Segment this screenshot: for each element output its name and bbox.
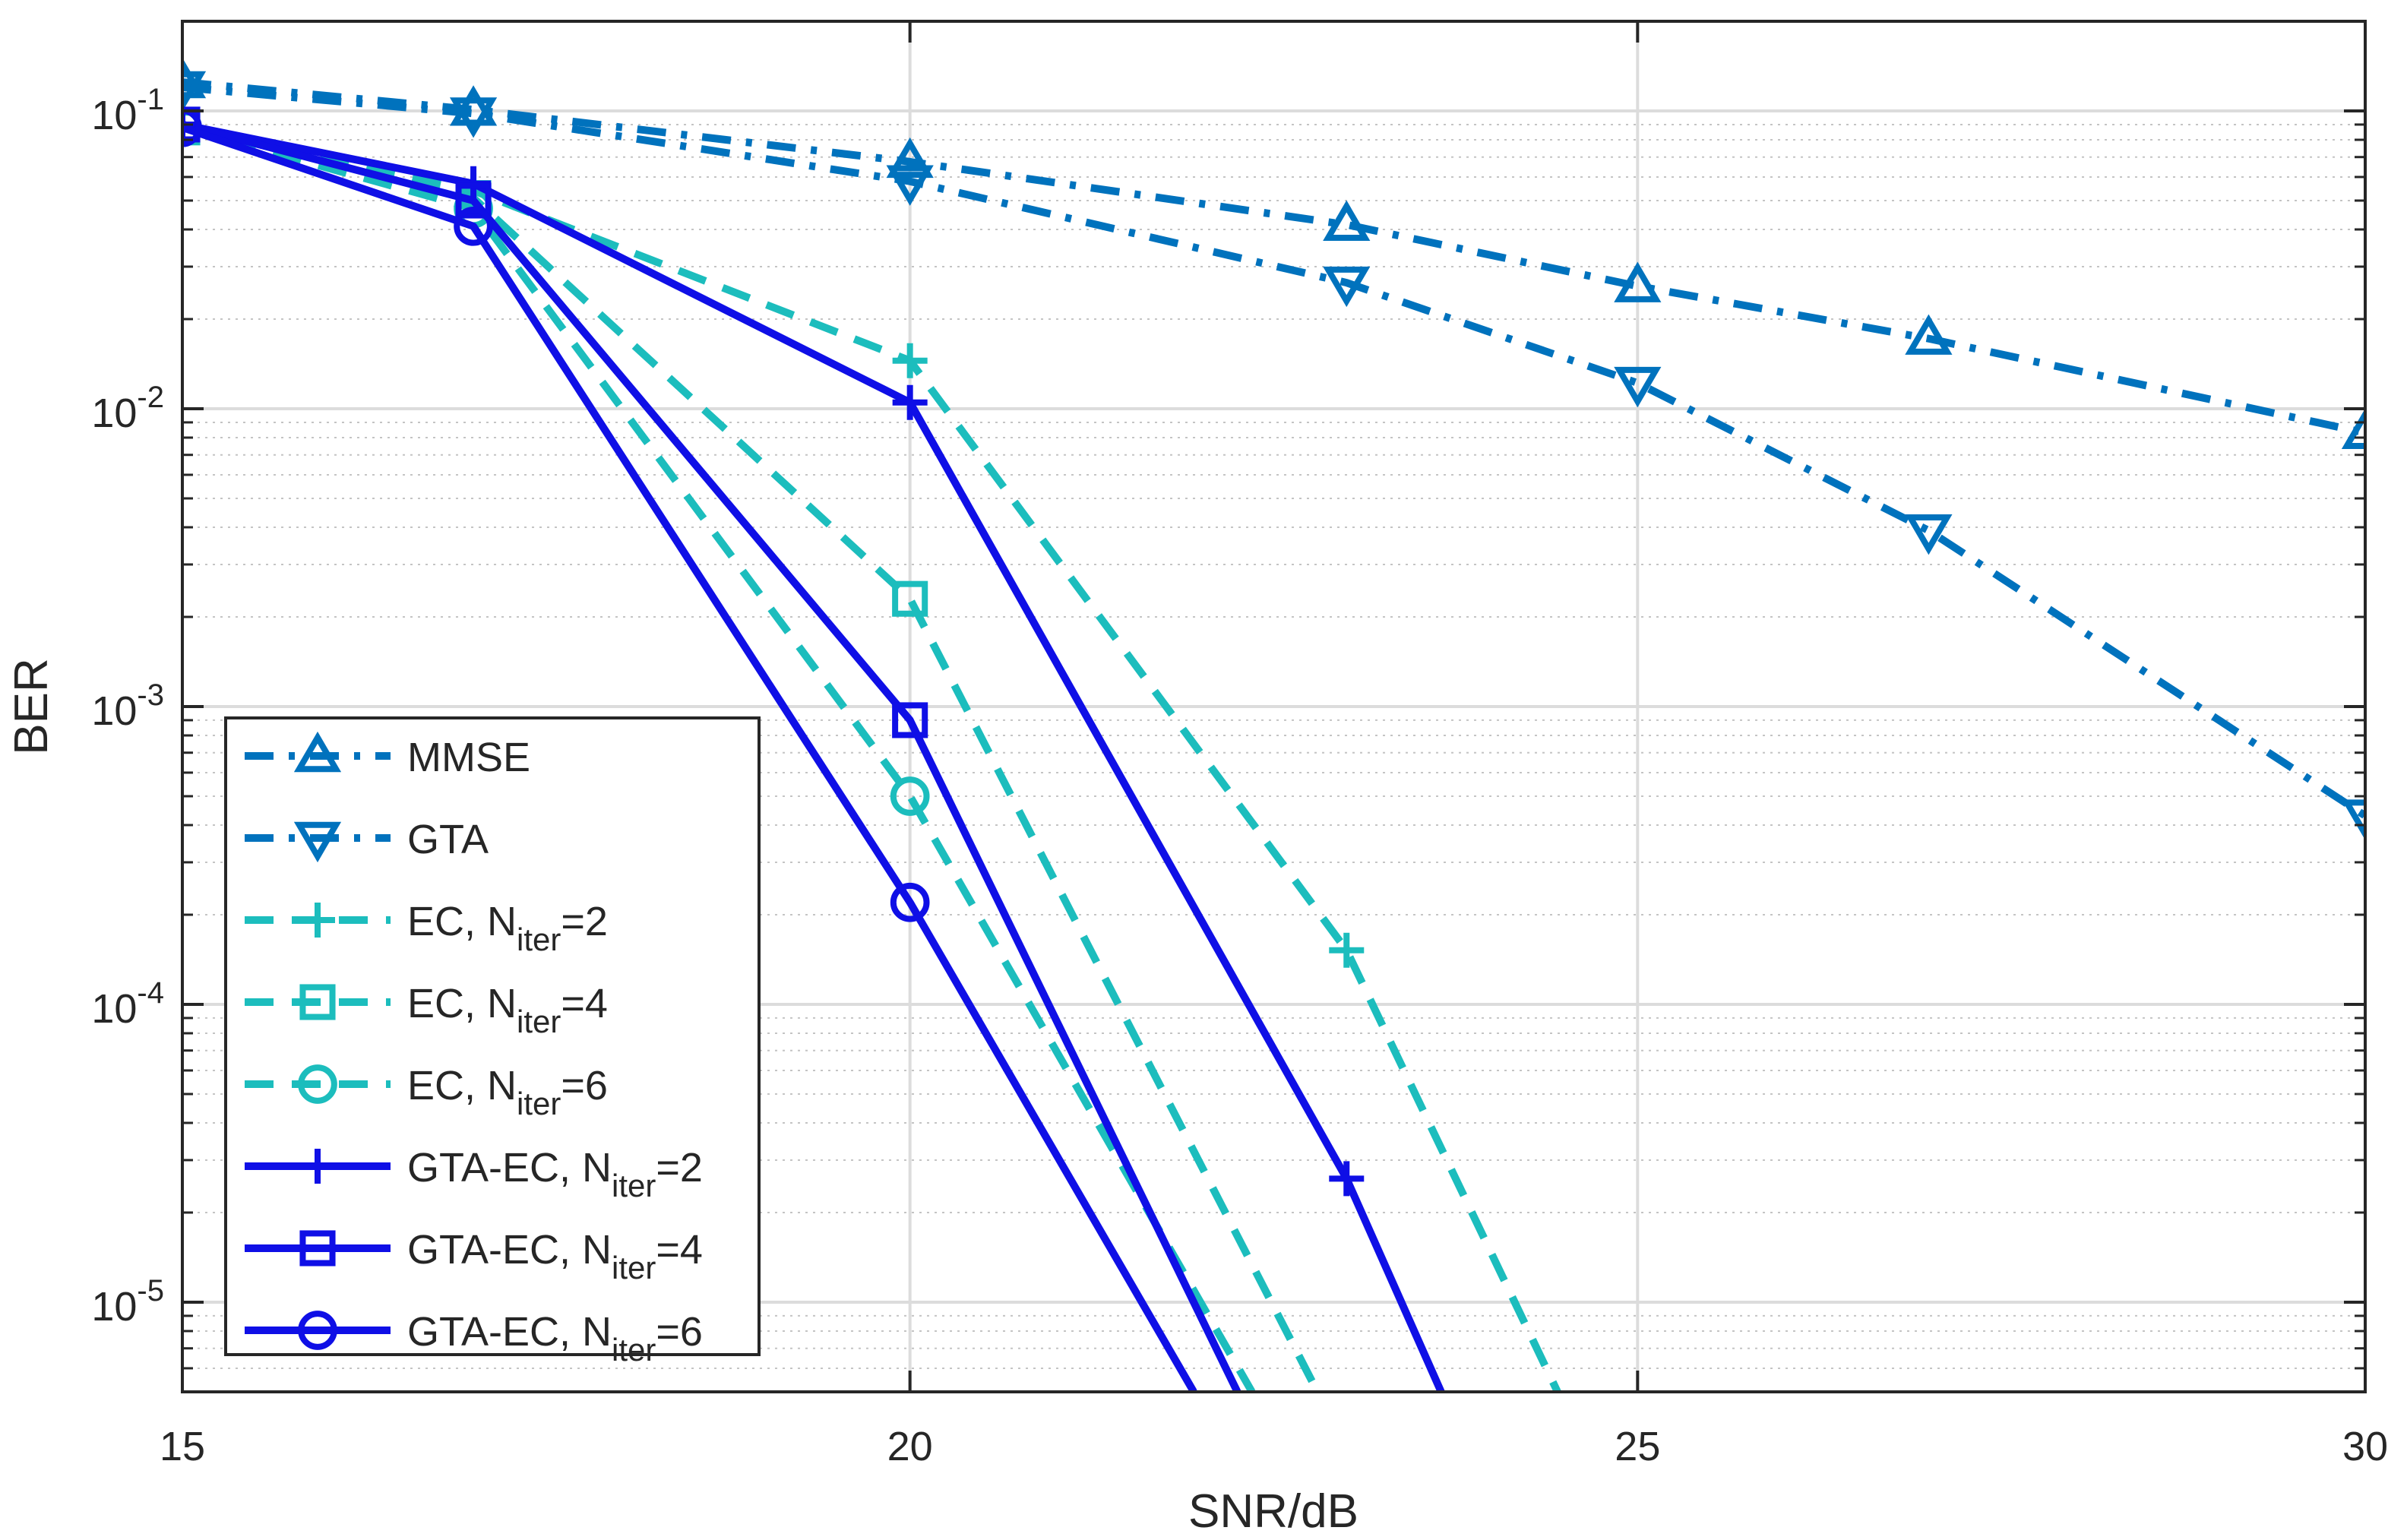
- legend-label: EC, Niter=6: [407, 1063, 608, 1121]
- legend-entry: GTA-EC, Niter=2: [245, 1145, 703, 1203]
- legend-entry: GTA-EC, Niter=6: [245, 1309, 703, 1368]
- x-tick-label: 30: [2342, 1424, 2388, 1469]
- legend-entry: EC, Niter=4: [245, 981, 608, 1039]
- legend-entry: GTA-EC, Niter=4: [245, 1227, 703, 1285]
- y-axis-label: BER: [5, 658, 58, 754]
- axis-ticks: [181, 21, 2367, 1392]
- legend-marker: [298, 1311, 337, 1350]
- data-point: [182, 71, 207, 112]
- series-2: [182, 71, 2365, 840]
- y-tick-label: 10-1: [91, 83, 164, 138]
- y-tick-label: 10-2: [91, 381, 164, 436]
- series-line: [182, 84, 2365, 819]
- series-line: [182, 78, 2365, 437]
- y-tick-label: 10-4: [91, 976, 164, 1032]
- data-point: [1614, 261, 1662, 302]
- data-point: [1614, 366, 1662, 408]
- data-point: [454, 206, 493, 246]
- data-point: [892, 580, 928, 617]
- series-layer: [182, 57, 2365, 1392]
- series-line: [182, 124, 1197, 1392]
- legend-label: GTA: [407, 817, 489, 862]
- legend-marker: [299, 1230, 336, 1266]
- x-tick-labels: 15 20 25 30: [160, 1424, 2388, 1469]
- y-tick-label: 10-5: [91, 1274, 164, 1330]
- series-line: [182, 123, 1256, 1392]
- legend: MMSE GTA EC, Niter=2 EC, Niter=4 EC, Niter=6…: [224, 716, 761, 1368]
- data-point: [892, 702, 928, 738]
- x-tick-label: 25: [1615, 1424, 1660, 1469]
- legend-label: GTA-EC, Niter=2: [407, 1145, 703, 1203]
- legend-label: EC, Niter=2: [407, 899, 608, 957]
- data-point: [449, 85, 498, 126]
- legend-label: MMSE: [407, 735, 530, 780]
- y-tick-label: 10-3: [91, 678, 164, 734]
- data-point: [890, 776, 930, 816]
- data-point: [455, 182, 492, 219]
- data-point: [890, 882, 930, 922]
- x-tick-label: 15: [160, 1424, 205, 1469]
- y-tick-labels: 10-1 10-2 10-3 10-4 10-5: [91, 83, 164, 1330]
- legend-entry: MMSE: [245, 731, 530, 780]
- legend-marker: [298, 1064, 337, 1104]
- data-point: [182, 107, 202, 147]
- legend-label: GTA-EC, Niter=4: [407, 1227, 703, 1285]
- data-point: [1323, 200, 1371, 241]
- legend-entry: EC, Niter=2: [245, 899, 608, 957]
- data-point: [1905, 314, 1953, 355]
- legend-label: EC, Niter=4: [407, 981, 608, 1039]
- series-8: [182, 107, 1197, 1392]
- legend-marker: [293, 731, 342, 773]
- data-point: [1329, 1161, 1365, 1197]
- legend-label: GTA-EC, Niter=6: [407, 1309, 703, 1368]
- legend-marker: [293, 821, 342, 863]
- series-line: [182, 121, 1241, 1392]
- x-tick-label: 20: [887, 1424, 933, 1469]
- data-point: [892, 384, 928, 420]
- legend-entry: GTA: [245, 817, 489, 863]
- data-point: [1905, 514, 1953, 555]
- legend-marker: [300, 903, 335, 938]
- data-point: [886, 137, 934, 179]
- legend-marker: [300, 1149, 335, 1184]
- data-point: [886, 165, 934, 206]
- data-point: [892, 343, 928, 378]
- x-axis-label: SNR/dB: [1188, 1485, 1358, 1538]
- legend-entry: EC, Niter=6: [245, 1063, 608, 1121]
- legend-marker: [299, 984, 336, 1020]
- data-point: [1323, 266, 1371, 308]
- data-point: [2341, 799, 2365, 840]
- series-1: [182, 57, 2365, 449]
- data-point: [182, 57, 207, 99]
- data-point: [449, 97, 498, 138]
- data-point: [1329, 932, 1365, 968]
- data-point: [2341, 408, 2365, 449]
